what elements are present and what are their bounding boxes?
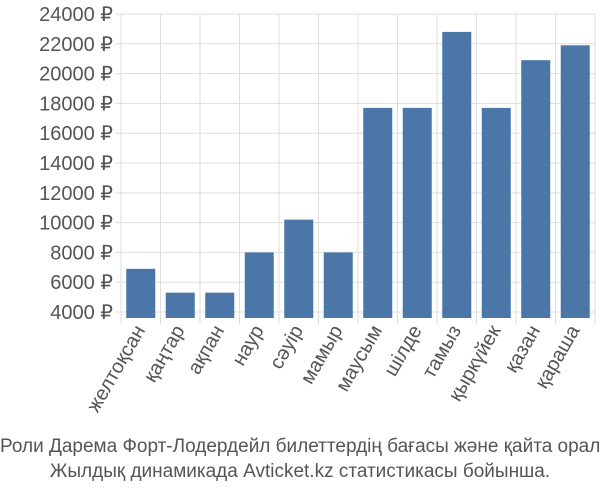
bar	[205, 292, 235, 318]
bar-chart: 4000 ₽ 6000 ₽ 8000 ₽ 10000 ₽ 12000 ₽ 14000 ₽ 1…	[39, 4, 596, 417]
x-tick-label: ақпан	[184, 322, 229, 379]
y-tick-label: 16000 ₽	[39, 123, 113, 145]
bar	[126, 268, 156, 318]
bar	[560, 45, 590, 318]
bar	[165, 292, 195, 318]
x-tick-label: сәуір	[266, 322, 308, 373]
y-tick-label: 20000 ₽	[39, 64, 113, 86]
bar	[402, 107, 432, 318]
bar	[481, 107, 511, 318]
y-tick-label: 10000 ₽	[39, 213, 113, 235]
bar	[323, 252, 353, 318]
bar	[521, 60, 551, 319]
y-tick-label: 8000 ₽	[50, 242, 113, 264]
bar	[284, 219, 314, 318]
y-tick-label: 6000 ₽	[50, 272, 113, 294]
y-tick-label: 14000 ₽	[39, 153, 113, 175]
y-tick-label: 12000 ₽	[39, 183, 113, 205]
y-tick-label: 18000 ₽	[39, 93, 113, 115]
chart-caption-line-2: Жылдық динамикада Avticket.kz статистика…	[49, 461, 551, 482]
bar	[244, 252, 274, 318]
y-tick-label: 4000 ₽	[50, 302, 113, 324]
bar	[363, 107, 393, 318]
x-tick-label: наур	[228, 322, 268, 370]
x-tick-label: желтоқсан	[83, 322, 150, 417]
y-tick-label: 22000 ₽	[39, 34, 113, 56]
chart-caption-line-1: Роли Дарема Форт-Лодердейл билеттердің б…	[0, 436, 600, 457]
bar	[442, 31, 472, 318]
y-tick-label: 24000 ₽	[39, 4, 113, 26]
